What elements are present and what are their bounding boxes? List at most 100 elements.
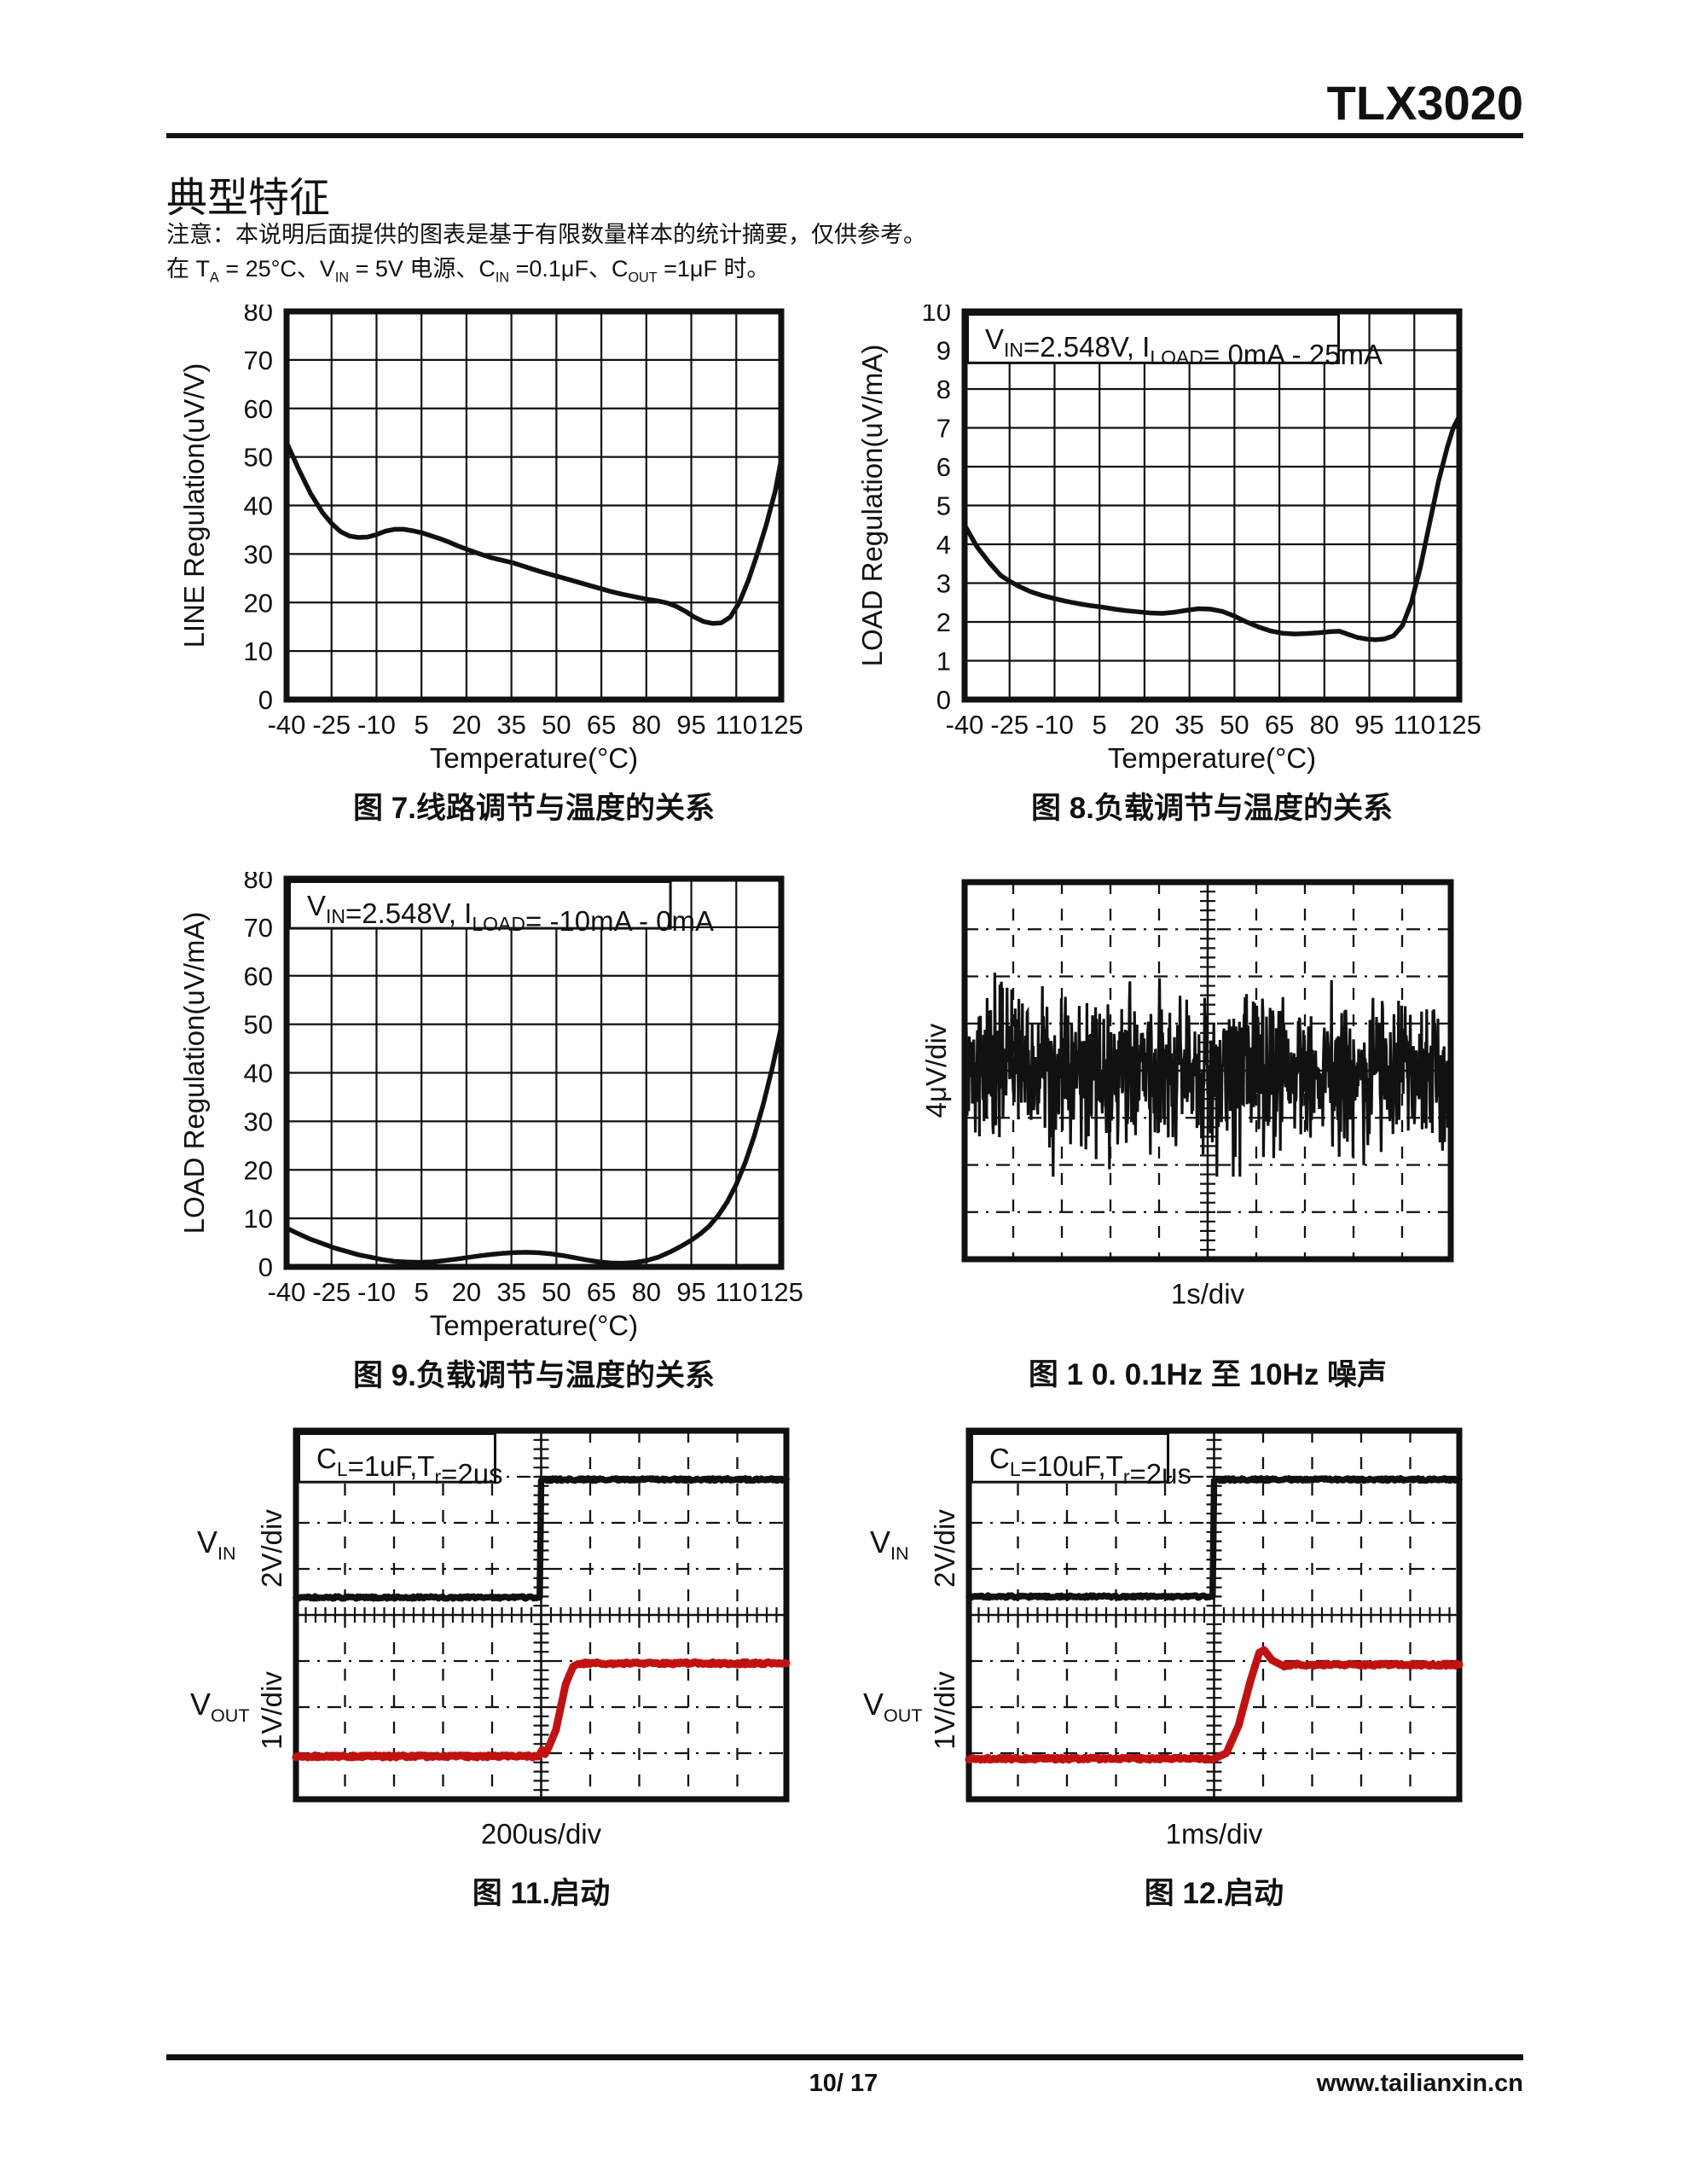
svg-text:80: 80 [632, 1277, 661, 1307]
fig11-vin-label: VIN [197, 1525, 236, 1565]
svg-text:50: 50 [542, 710, 571, 740]
svg-text:9: 9 [936, 336, 951, 366]
svg-text:6: 6 [936, 452, 951, 482]
svg-text:40: 40 [244, 491, 273, 521]
svg-text:4: 4 [936, 530, 951, 560]
header-rule [166, 133, 1523, 138]
svg-text:-40: -40 [268, 710, 306, 740]
svg-text:2: 2 [936, 607, 951, 637]
svg-text:80: 80 [1310, 710, 1339, 740]
figure-9: 0 10 20 30 40 50 60 70 80 -40 -25 -10 5 20 35 50 65 80 95 1… [166, 872, 840, 1395]
fig8-line-chart: 0 1 2 3 4 5 6 7 8 9 10 -40 -25 -10 5 20 35 50 65 80 95 110 125… [856, 305, 1481, 774]
svg-text:30: 30 [244, 539, 273, 569]
svg-text:65: 65 [1265, 710, 1294, 740]
fig10-noise-scope: 1s/div [961, 879, 1454, 1310]
svg-text:20: 20 [244, 1155, 273, 1185]
figure-10: 4μV/div 1s/div 图 1 0. 0.1Hz 至 10Hz 噪声 [844, 872, 1518, 1394]
svg-text:70: 70 [244, 913, 273, 943]
fig10-caption: 图 1 0. 0.1Hz 至 10Hz 噪声 [1028, 1358, 1388, 1391]
svg-text:95: 95 [676, 710, 705, 740]
svg-text:60: 60 [244, 961, 273, 991]
svg-text:CL=10uF,Tr=2us: CL=10uF,Tr=2us [989, 1443, 1191, 1490]
svg-text:Temperature(°C): Temperature(°C) [430, 742, 638, 774]
svg-text:3: 3 [936, 569, 951, 599]
note-line-1: 注意：本说明后面提供的图表是基于有限数量样本的统计摘要，仅供参考。 [166, 222, 926, 247]
svg-text:-25: -25 [312, 1277, 351, 1307]
svg-text:70: 70 [244, 346, 273, 375]
svg-text:50: 50 [244, 1010, 273, 1040]
svg-text:-25: -25 [990, 710, 1029, 740]
fig12-vin-scale-label: 2V/div [929, 1509, 960, 1588]
svg-text:35: 35 [496, 1277, 525, 1307]
svg-text:20: 20 [452, 710, 481, 740]
svg-text:35: 35 [496, 710, 525, 740]
svg-text:10: 10 [244, 636, 273, 666]
fig12-caption: 图 12.启动 [1144, 1877, 1284, 1910]
svg-text:125: 125 [759, 1277, 803, 1307]
svg-text:60: 60 [244, 394, 273, 424]
svg-text:65: 65 [587, 1277, 616, 1307]
footer-rule [166, 2054, 1523, 2060]
figure-8: 0 1 2 3 4 5 6 7 8 9 10 -40 -25 -10 5 20 35 50 65 80 95 110 125… [844, 305, 1518, 828]
svg-text:-10: -10 [1035, 710, 1074, 740]
svg-text:-10: -10 [357, 1277, 396, 1307]
svg-text:CL=1uF,Tr=2us: CL=1uF,Tr=2us [316, 1443, 503, 1490]
fig8-caption: 图 8.负载调节与温度的关系 [1031, 792, 1393, 825]
svg-text:-10: -10 [357, 710, 396, 740]
svg-text:80: 80 [244, 872, 273, 894]
fig9-line-chart: 0 10 20 30 40 50 60 70 80 -40 -25 -10 5 20 35 50 65 80 95 1… [178, 872, 803, 1341]
fig11-startup-scope: CL=1uF,Tr=2us 200us/div [292, 1427, 791, 1850]
svg-text:-40: -40 [268, 1277, 306, 1307]
svg-text:Temperature(°C): Temperature(°C) [430, 1310, 638, 1341]
figure-11: VIN 2V/div VOUT 1V/div CL=1uF,Tr=2us 200u… [166, 1420, 840, 1913]
svg-text:30: 30 [244, 1107, 273, 1136]
svg-text:95: 95 [1354, 710, 1383, 740]
svg-text:200us/div: 200us/div [481, 1818, 602, 1850]
svg-text:LOAD Regulation(uV/mA): LOAD Regulation(uV/mA) [856, 345, 888, 667]
svg-text:125: 125 [1437, 710, 1481, 740]
svg-text:50: 50 [1220, 710, 1249, 740]
svg-text:95: 95 [676, 1277, 705, 1307]
footer-website: www.tailianxin.cn [1316, 2070, 1523, 2097]
svg-text:5: 5 [415, 710, 429, 740]
svg-text:-40: -40 [946, 710, 984, 740]
svg-text:65: 65 [587, 710, 616, 740]
svg-text:110: 110 [716, 710, 757, 740]
fig7-line-chart: 0 10 20 30 40 50 60 70 80 -40 -25 -10 5 20 35 50 65 80 95 1… [178, 305, 803, 774]
svg-text:80: 80 [632, 710, 661, 740]
figure-12: VIN 2V/div VOUT 1V/div CL=10uF,Tr=2us 1ms… [844, 1420, 1518, 1913]
svg-text:1ms/div: 1ms/div [1166, 1818, 1263, 1850]
svg-text:50: 50 [542, 1277, 571, 1307]
section-title: 典型特征 [166, 176, 331, 221]
fig11-vout-label: VOUT [190, 1687, 250, 1727]
svg-text:VIN=2.548V, ILOAD= -10mA - 0mA: VIN=2.548V, ILOAD= -10mA - 0mA [307, 890, 714, 937]
svg-text:50: 50 [244, 443, 273, 473]
fig12-vout-label: VOUT [863, 1687, 923, 1727]
svg-text:20: 20 [244, 588, 273, 618]
fig10-yaxis-label: 4μV/div [920, 1023, 952, 1118]
svg-text:40: 40 [244, 1059, 273, 1089]
svg-text:10: 10 [922, 305, 951, 327]
fig11-vin-scale-label: 2V/div [256, 1509, 287, 1588]
doc-part-number: TLX3020 [1326, 76, 1523, 130]
svg-text:8: 8 [936, 375, 951, 404]
svg-text:0: 0 [258, 1252, 273, 1282]
figure-7: 0 10 20 30 40 50 60 70 80 -40 -25 -10 5 20 35 50 65 80 95 1… [166, 305, 840, 828]
svg-text:-25: -25 [312, 710, 351, 740]
svg-text:1s/div: 1s/div [1171, 1278, 1245, 1310]
svg-text:5: 5 [415, 1277, 429, 1307]
svg-text:80: 80 [244, 305, 273, 327]
svg-text:110: 110 [716, 1277, 757, 1307]
svg-text:110: 110 [1394, 710, 1435, 740]
svg-text:Temperature(°C): Temperature(°C) [1108, 742, 1316, 774]
fig11-vout-scale-label: 1V/div [256, 1671, 287, 1750]
svg-text:5: 5 [936, 491, 951, 521]
fig12-vout-scale-label: 1V/div [929, 1671, 960, 1750]
svg-text:7: 7 [936, 414, 951, 444]
fig7-caption: 图 7.线路调节与温度的关系 [353, 792, 715, 825]
fig9-caption: 图 9.负载调节与温度的关系 [353, 1359, 715, 1392]
note-line-2: 在 TA = 25°C、VIN = 5V 电源、CIN =0.1μF、COUT … [166, 256, 770, 286]
svg-text:0: 0 [936, 685, 951, 715]
svg-text:LINE Regulation(uV/V): LINE Regulation(uV/V) [178, 363, 210, 648]
svg-text:20: 20 [1130, 710, 1159, 740]
